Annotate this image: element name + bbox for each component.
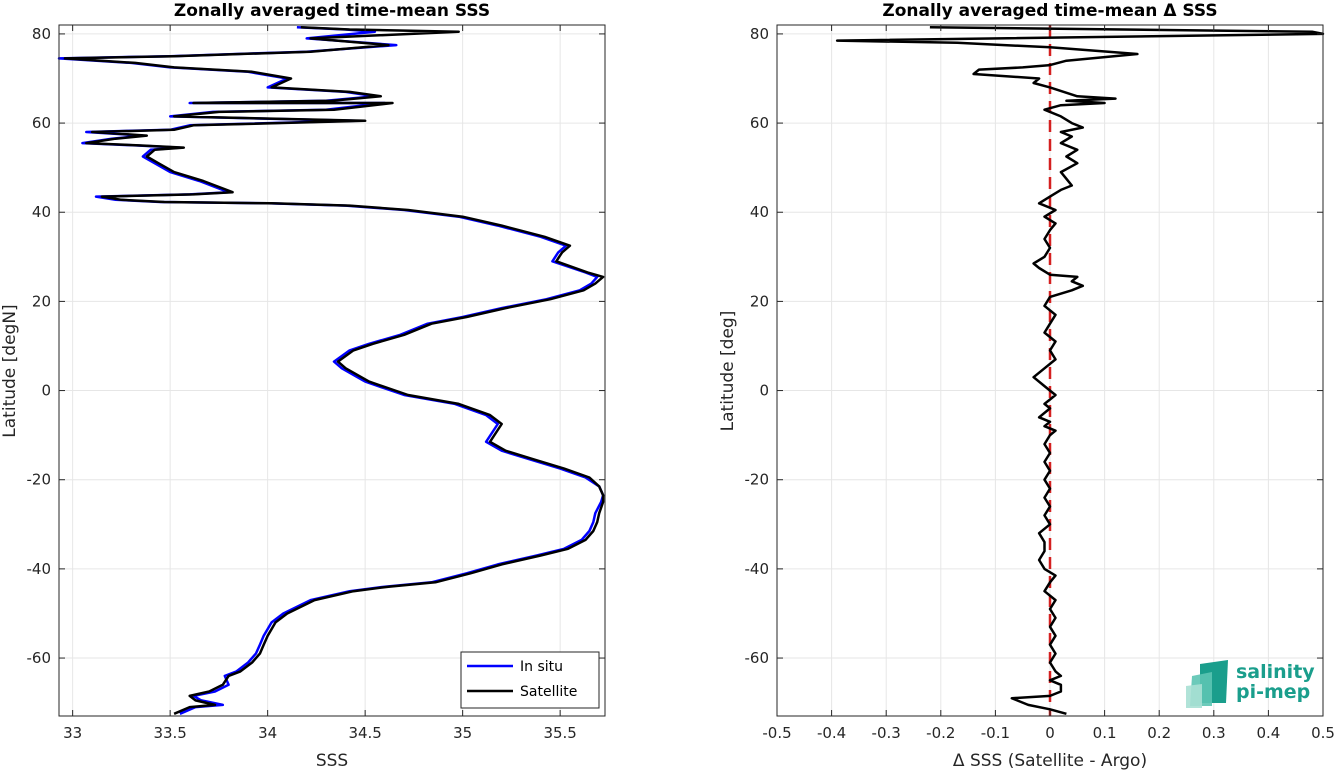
delta-x-tick-label: -0.1 [981,724,1010,742]
delta-x-axis-label: Δ SSS (Satellite - Argo) [953,751,1147,770]
sss-series-line-satellite [63,25,605,715]
sss-y-tick-label: -40 [27,560,52,578]
logo-text-pi-mep: pi-mep [1236,681,1310,703]
delta-y-tick-label: 60 [750,114,769,132]
delta-x-tick-label: 0.5 [1311,724,1335,742]
delta-x-tick-label: 0 [1045,724,1055,742]
delta-y-tick-label: 0 [759,382,769,400]
delta-y-axis-label: Latitude [deg] [718,311,738,432]
legend-entry-in-situ: In situ [520,659,563,675]
delta-y-tick-label: -60 [745,649,770,667]
sss-x-axis-label: SSS [316,751,348,770]
delta-series-line-delta-sss [835,25,1325,716]
delta-x-tick-label: -0.5 [762,724,791,742]
delta-x-tick-label: 0.2 [1147,724,1171,742]
delta-x-tick-label: -0.4 [817,724,846,742]
sss-y-tick-label: 60 [32,114,51,132]
delta-y-tick-label: 80 [750,25,769,43]
legend-entry-satellite: Satellite [520,684,577,700]
delta-x-tick-label: -0.3 [872,724,901,742]
sss-grid [59,25,605,716]
sss-ticks: 33 33.5 34 34.5 35 35.5 -60 -40 -20 0 20 40 60 80 [27,25,605,742]
sss-x-tick-label: 34 [258,724,277,742]
legend-box [460,651,600,709]
delta-y-tick-label: 40 [750,203,769,221]
sss-x-tick-label: 33 [63,724,82,742]
sss-y-tick-label: 40 [32,203,51,221]
sss-chart-title: Zonally averaged time-mean SSS [174,1,490,21]
sss-y-tick-label: 20 [32,292,51,310]
sss-x-tick-label: 33.5 [153,724,186,742]
delta-x-tick-label: 0.3 [1202,724,1226,742]
delta-x-tick-label: 0.1 [1093,724,1117,742]
delta-x-tick-label: 0.4 [1256,724,1280,742]
wave-logo-icon [1186,660,1228,708]
logo-text-salinity: salinity [1236,661,1315,683]
delta-x-tick-label: -0.2 [926,724,955,742]
sss-x-tick-label: 35.5 [543,724,576,742]
sss-y-tick-label: 0 [41,382,51,400]
sss-y-tick-label: 80 [32,25,51,43]
sss-x-tick-label: 34.5 [348,724,381,742]
sss-y-axis-label: Latitude [degN] [0,304,20,437]
delta-ticks: -0.5 -0.4 -0.3 -0.2 -0.1 0 0.1 0.2 0.3 0.4 0.5 -60 -… [745,25,1335,742]
sss-x-tick-label: 35 [453,724,472,742]
sss-y-tick-label: -20 [27,471,52,489]
sss-series-lines [57,25,605,715]
sss-axes-box [58,24,606,717]
delta-series-lines [835,25,1325,716]
delta-y-tick-label: -40 [745,560,770,578]
sss-panel: 33 33.5 34 34.5 35 35.5 -60 -40 -20 0 20 40 60 80 Zon… [0,1,606,770]
delta-y-tick-label: -20 [745,471,770,489]
delta-y-tick-label: 20 [750,292,769,310]
salinity-pi-mep-logo: salinity pi-mep [1186,660,1315,708]
legend: In situ Satellite [460,651,600,709]
delta-chart-title: Zonally averaged time-mean Δ SSS [882,1,1217,21]
delta-sss-panel: -0.5 -0.4 -0.3 -0.2 -0.1 0 0.1 0.2 0.3 0.4 0.5 -60 -… [718,1,1335,770]
sss-y-tick-label: -60 [27,649,52,667]
